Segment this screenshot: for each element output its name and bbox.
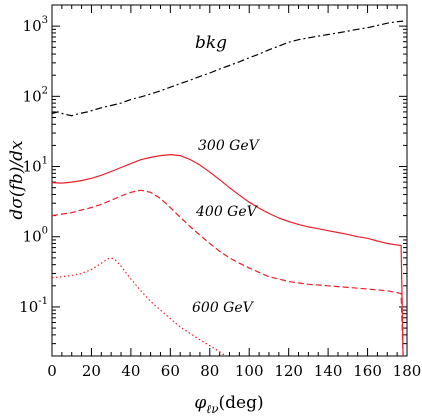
series-line-300-gev: [51, 153, 404, 357]
label-bkg: bkg: [195, 33, 227, 53]
x-tick-label: 160: [353, 362, 382, 380]
series-lines: [51, 20, 404, 357]
x-tick-label: 40: [121, 362, 140, 380]
x-axis: 0 20 40 60 80 100 120 140 160 180: [47, 5, 421, 380]
y-axis-label: dσ(fb)/dx: [7, 140, 27, 220]
series-line-bkg: [51, 20, 404, 117]
x-tick-label: 140: [314, 362, 343, 380]
series-line-400-gev: [51, 189, 404, 357]
x-tick-label: 80: [200, 362, 219, 380]
x-tick-label: 100: [235, 362, 264, 380]
y-tick-label: 101: [23, 156, 48, 176]
label-600-gev: 600 GeV: [192, 300, 255, 316]
x-tick-label: 0: [47, 362, 57, 380]
series-line-600-gev: [51, 257, 226, 357]
label-400-gev: 400 GeV: [195, 204, 259, 220]
y-tick-label: 102: [23, 85, 48, 105]
y-tick-label: 100: [23, 226, 48, 246]
y-axis: 103 102 101 100 10-1: [19, 4, 407, 357]
x-axis-label: φℓν(deg): [194, 393, 263, 416]
x-tick-label: 20: [82, 362, 101, 380]
x-tick-label: 180: [393, 362, 422, 380]
y-tick-label: 103: [23, 15, 48, 35]
y-tick-label: 10-1: [19, 296, 48, 316]
label-300-gev: 300 GeV: [198, 138, 261, 154]
x-tick-label: 120: [274, 362, 303, 380]
x-tick-label: 60: [161, 362, 180, 380]
